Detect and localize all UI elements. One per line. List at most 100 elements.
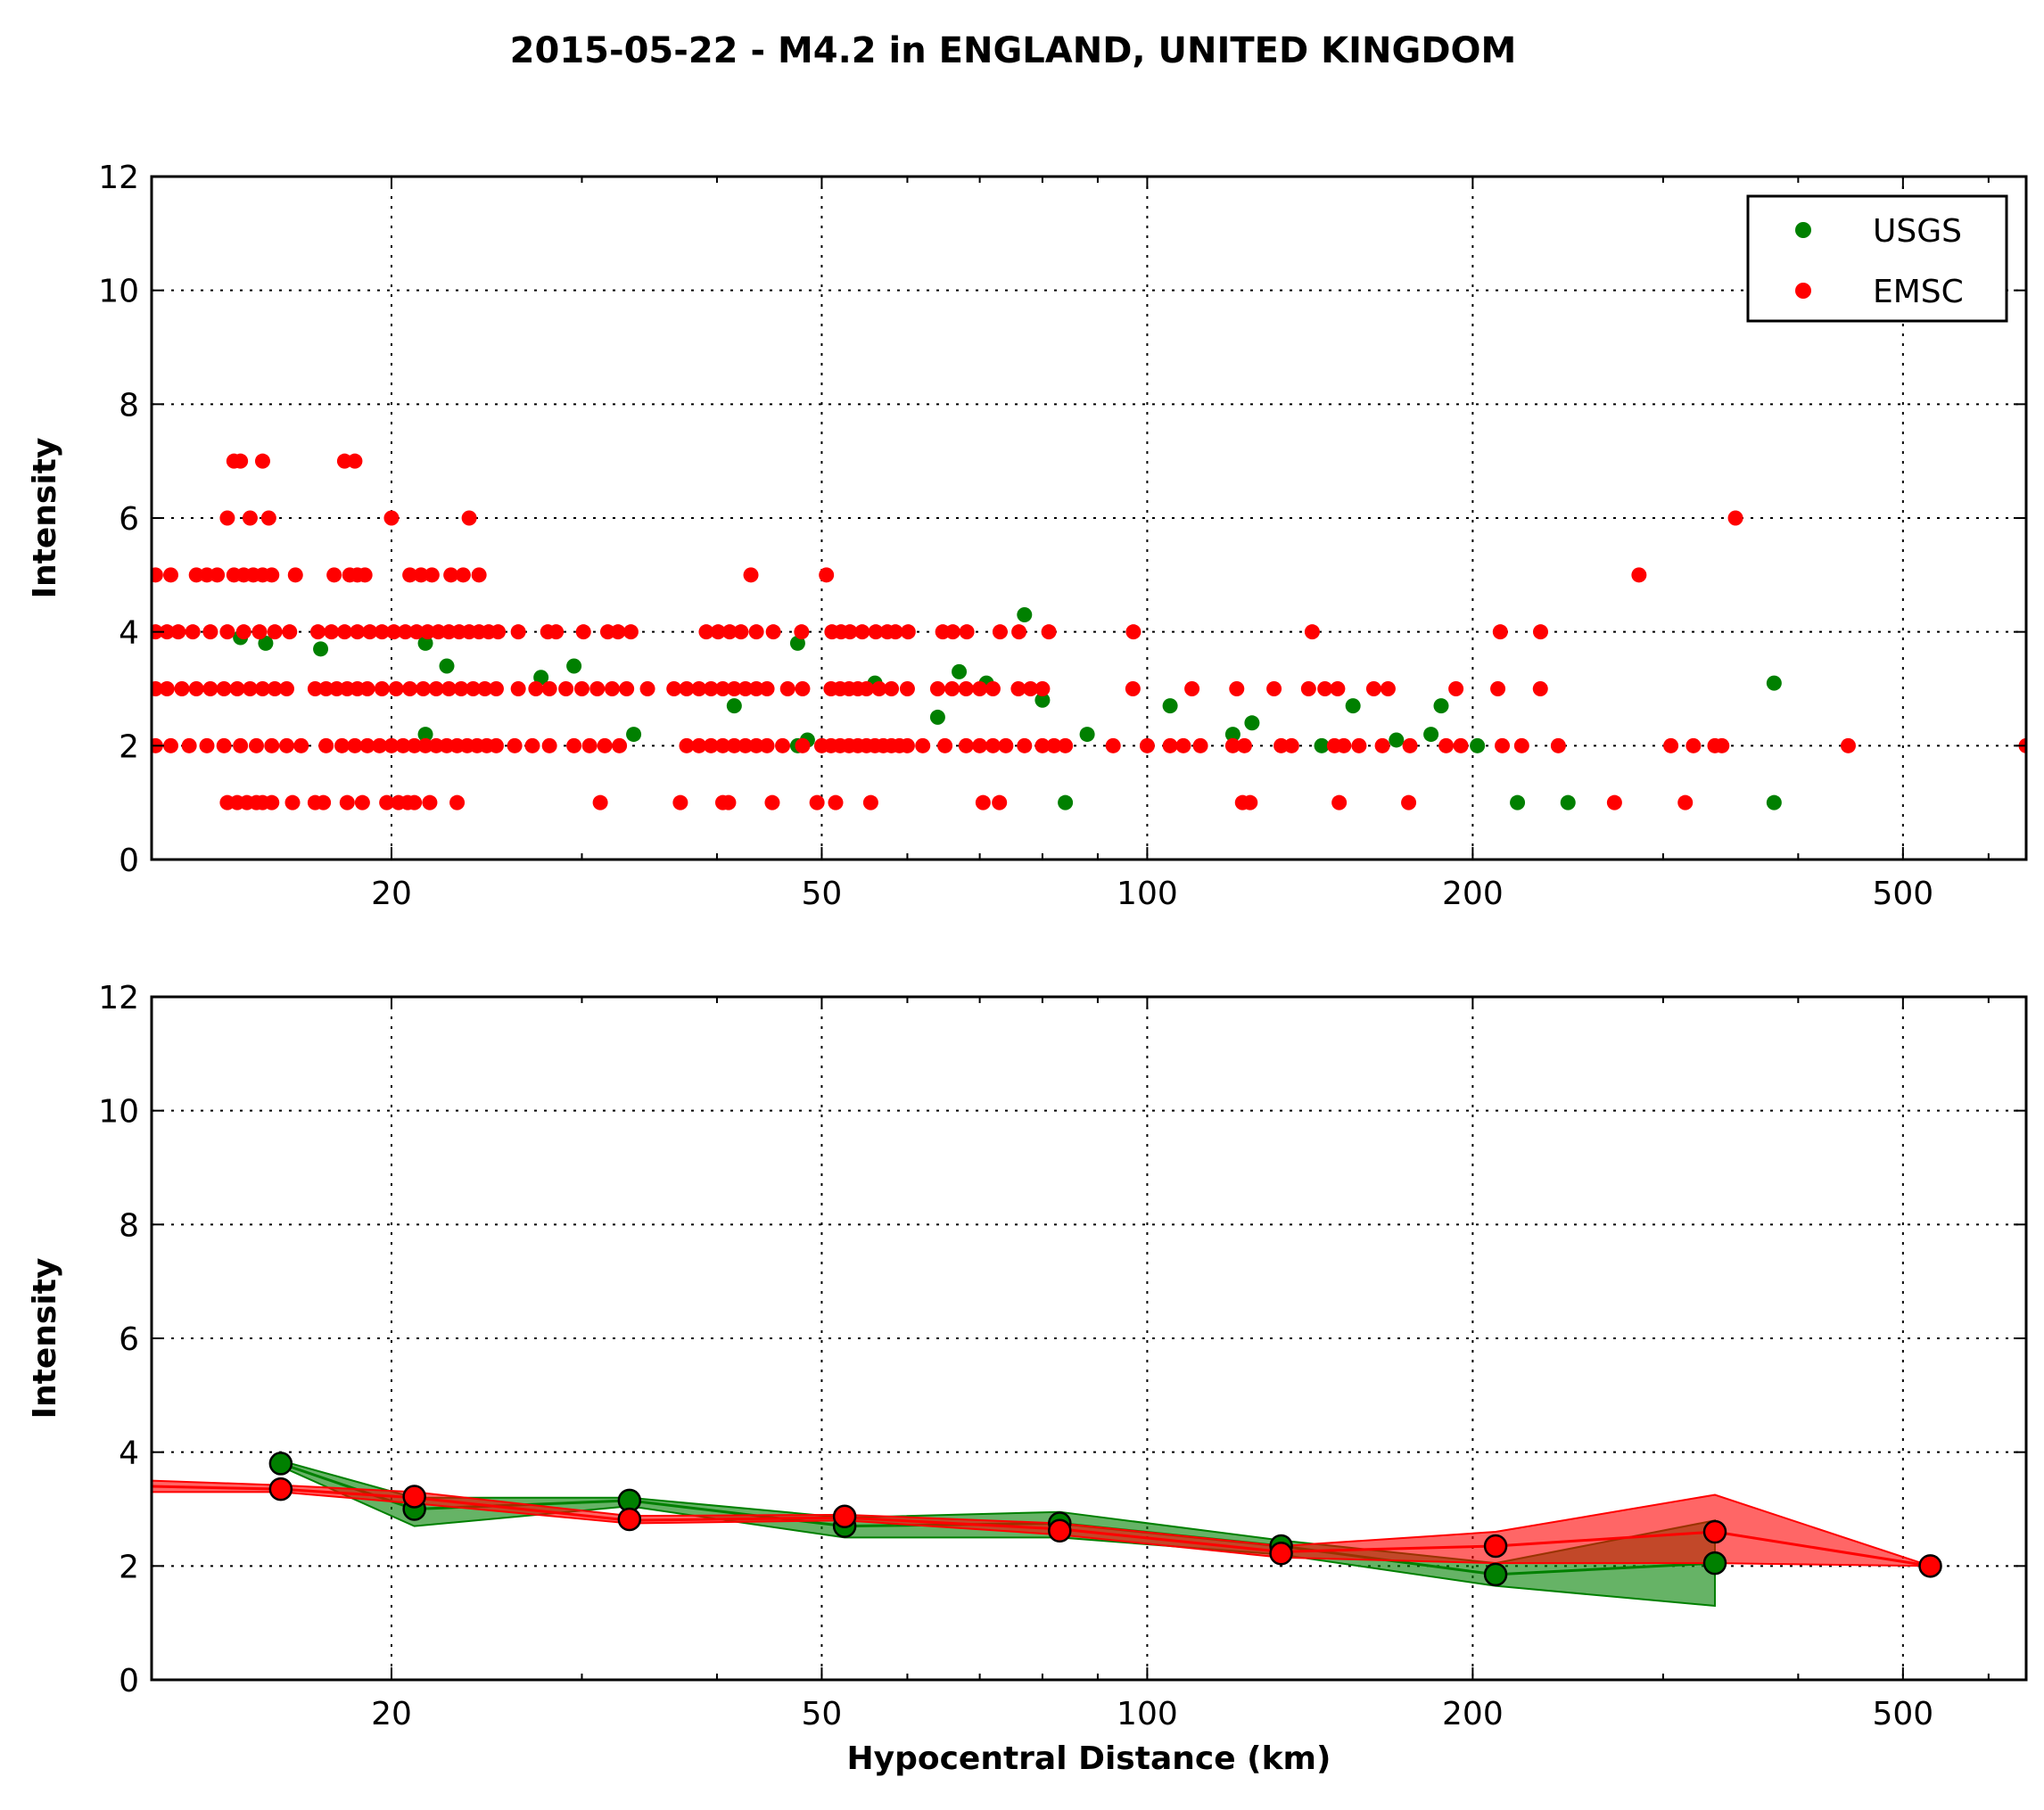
y-axis-label: Intensity xyxy=(27,438,63,599)
usgs-point xyxy=(1314,737,1330,753)
emsc-point xyxy=(726,737,742,753)
emsc-point xyxy=(775,737,791,753)
grid xyxy=(152,176,2026,860)
x-tick-label: 200 xyxy=(1442,876,1504,912)
emsc-point xyxy=(1631,567,1647,583)
emsc-point xyxy=(1317,681,1333,696)
usgs-legend-label: USGS xyxy=(1873,213,1962,250)
emsc-point xyxy=(1139,737,1155,753)
emsc-point xyxy=(738,681,754,696)
emsc-point xyxy=(199,737,215,753)
emsc-point xyxy=(357,567,373,583)
emsc-point xyxy=(1351,737,1367,753)
emsc-point xyxy=(181,737,197,753)
emsc-point xyxy=(1453,737,1469,753)
emsc-point xyxy=(449,794,466,810)
emsc-point xyxy=(541,737,557,753)
emsc-point xyxy=(958,737,974,753)
emsc-point xyxy=(794,624,810,640)
emsc-point xyxy=(714,681,730,696)
emsc-point xyxy=(248,737,264,753)
emsc-point xyxy=(743,567,759,583)
emsc-point xyxy=(721,624,738,640)
emsc-point xyxy=(260,510,276,526)
emsc-point xyxy=(185,624,201,640)
emsc-point xyxy=(691,681,707,696)
emsc-point xyxy=(992,794,1008,810)
emsc-point xyxy=(318,737,334,753)
y-tick-label: 4 xyxy=(119,615,139,652)
emsc-point xyxy=(573,681,589,696)
emsc-point xyxy=(1438,737,1455,753)
emsc-point xyxy=(408,624,424,640)
emsc-point xyxy=(1184,681,1200,696)
emsc-point xyxy=(1714,737,1730,753)
emsc-point xyxy=(972,737,988,753)
y-tick-label: 10 xyxy=(98,274,139,310)
emsc-point xyxy=(264,737,280,753)
emsc-point xyxy=(1840,737,1856,753)
emsc-point xyxy=(714,737,730,753)
emsc-legend-marker xyxy=(1795,283,1811,299)
emsc-mean-marker xyxy=(1918,1554,1942,1578)
emsc-point xyxy=(871,681,887,696)
usgs-point xyxy=(417,635,433,651)
x-tick-label: 100 xyxy=(1117,1696,1178,1732)
emsc-point xyxy=(293,737,309,753)
emsc-point xyxy=(466,681,482,696)
usgs-point xyxy=(1766,794,1782,810)
emsc-point xyxy=(859,681,875,696)
grid xyxy=(152,996,2026,1681)
emsc-point xyxy=(1273,737,1290,753)
emsc-point xyxy=(622,624,639,640)
emsc-point xyxy=(216,681,232,696)
scatter-panel: 20 50 100 200 500 0 2 4 6 8 10 12 Intensity USGS EMSC xyxy=(27,160,2028,912)
emsc-point xyxy=(738,737,754,753)
emsc-point xyxy=(210,567,226,583)
emsc-point xyxy=(1058,737,1074,753)
emsc-point xyxy=(592,794,608,810)
emsc-point xyxy=(862,794,878,810)
emsc-point xyxy=(958,681,974,696)
emsc-point xyxy=(510,624,526,640)
emsc-point xyxy=(1492,624,1508,640)
emsc-point xyxy=(235,624,251,640)
emsc-point xyxy=(1374,737,1390,753)
emsc-point xyxy=(1300,681,1316,696)
emsc-point xyxy=(1402,737,1418,753)
emsc-point xyxy=(510,681,526,696)
emsc-point xyxy=(372,737,388,753)
usgs-mean-marker xyxy=(268,1452,293,1476)
emsc-point xyxy=(1105,737,1121,753)
emsc-point xyxy=(937,737,953,753)
emsc-point xyxy=(1236,737,1252,753)
emsc-point xyxy=(188,567,204,583)
emsc-point xyxy=(703,737,719,753)
emsc-point xyxy=(1125,624,1142,640)
emsc-mean-marker xyxy=(832,1504,857,1529)
emsc-point xyxy=(219,510,235,526)
emsc-point xyxy=(282,624,298,640)
emsc-point xyxy=(589,681,606,696)
usgs-point xyxy=(1423,727,1439,743)
emsc-point xyxy=(819,567,835,583)
emsc-point xyxy=(386,624,402,640)
emsc-point xyxy=(975,794,991,810)
usgs-mean-marker xyxy=(1702,1551,1727,1576)
emsc-point xyxy=(1224,737,1240,753)
emsc-point xyxy=(152,567,163,583)
emsc-point xyxy=(188,681,204,696)
emsc-point xyxy=(929,681,945,696)
emsc-point xyxy=(422,794,438,810)
emsc-point xyxy=(1365,681,1381,696)
emsc-point xyxy=(726,681,742,696)
emsc-point xyxy=(242,681,258,696)
emsc-point xyxy=(202,624,218,640)
emsc-point xyxy=(162,567,178,583)
usgs-point xyxy=(1058,794,1074,810)
emsc-point xyxy=(379,794,395,810)
emsc-point xyxy=(1532,624,1548,640)
emsc-point xyxy=(347,737,363,753)
emsc-point xyxy=(229,681,245,696)
emsc-point xyxy=(1532,681,1548,696)
